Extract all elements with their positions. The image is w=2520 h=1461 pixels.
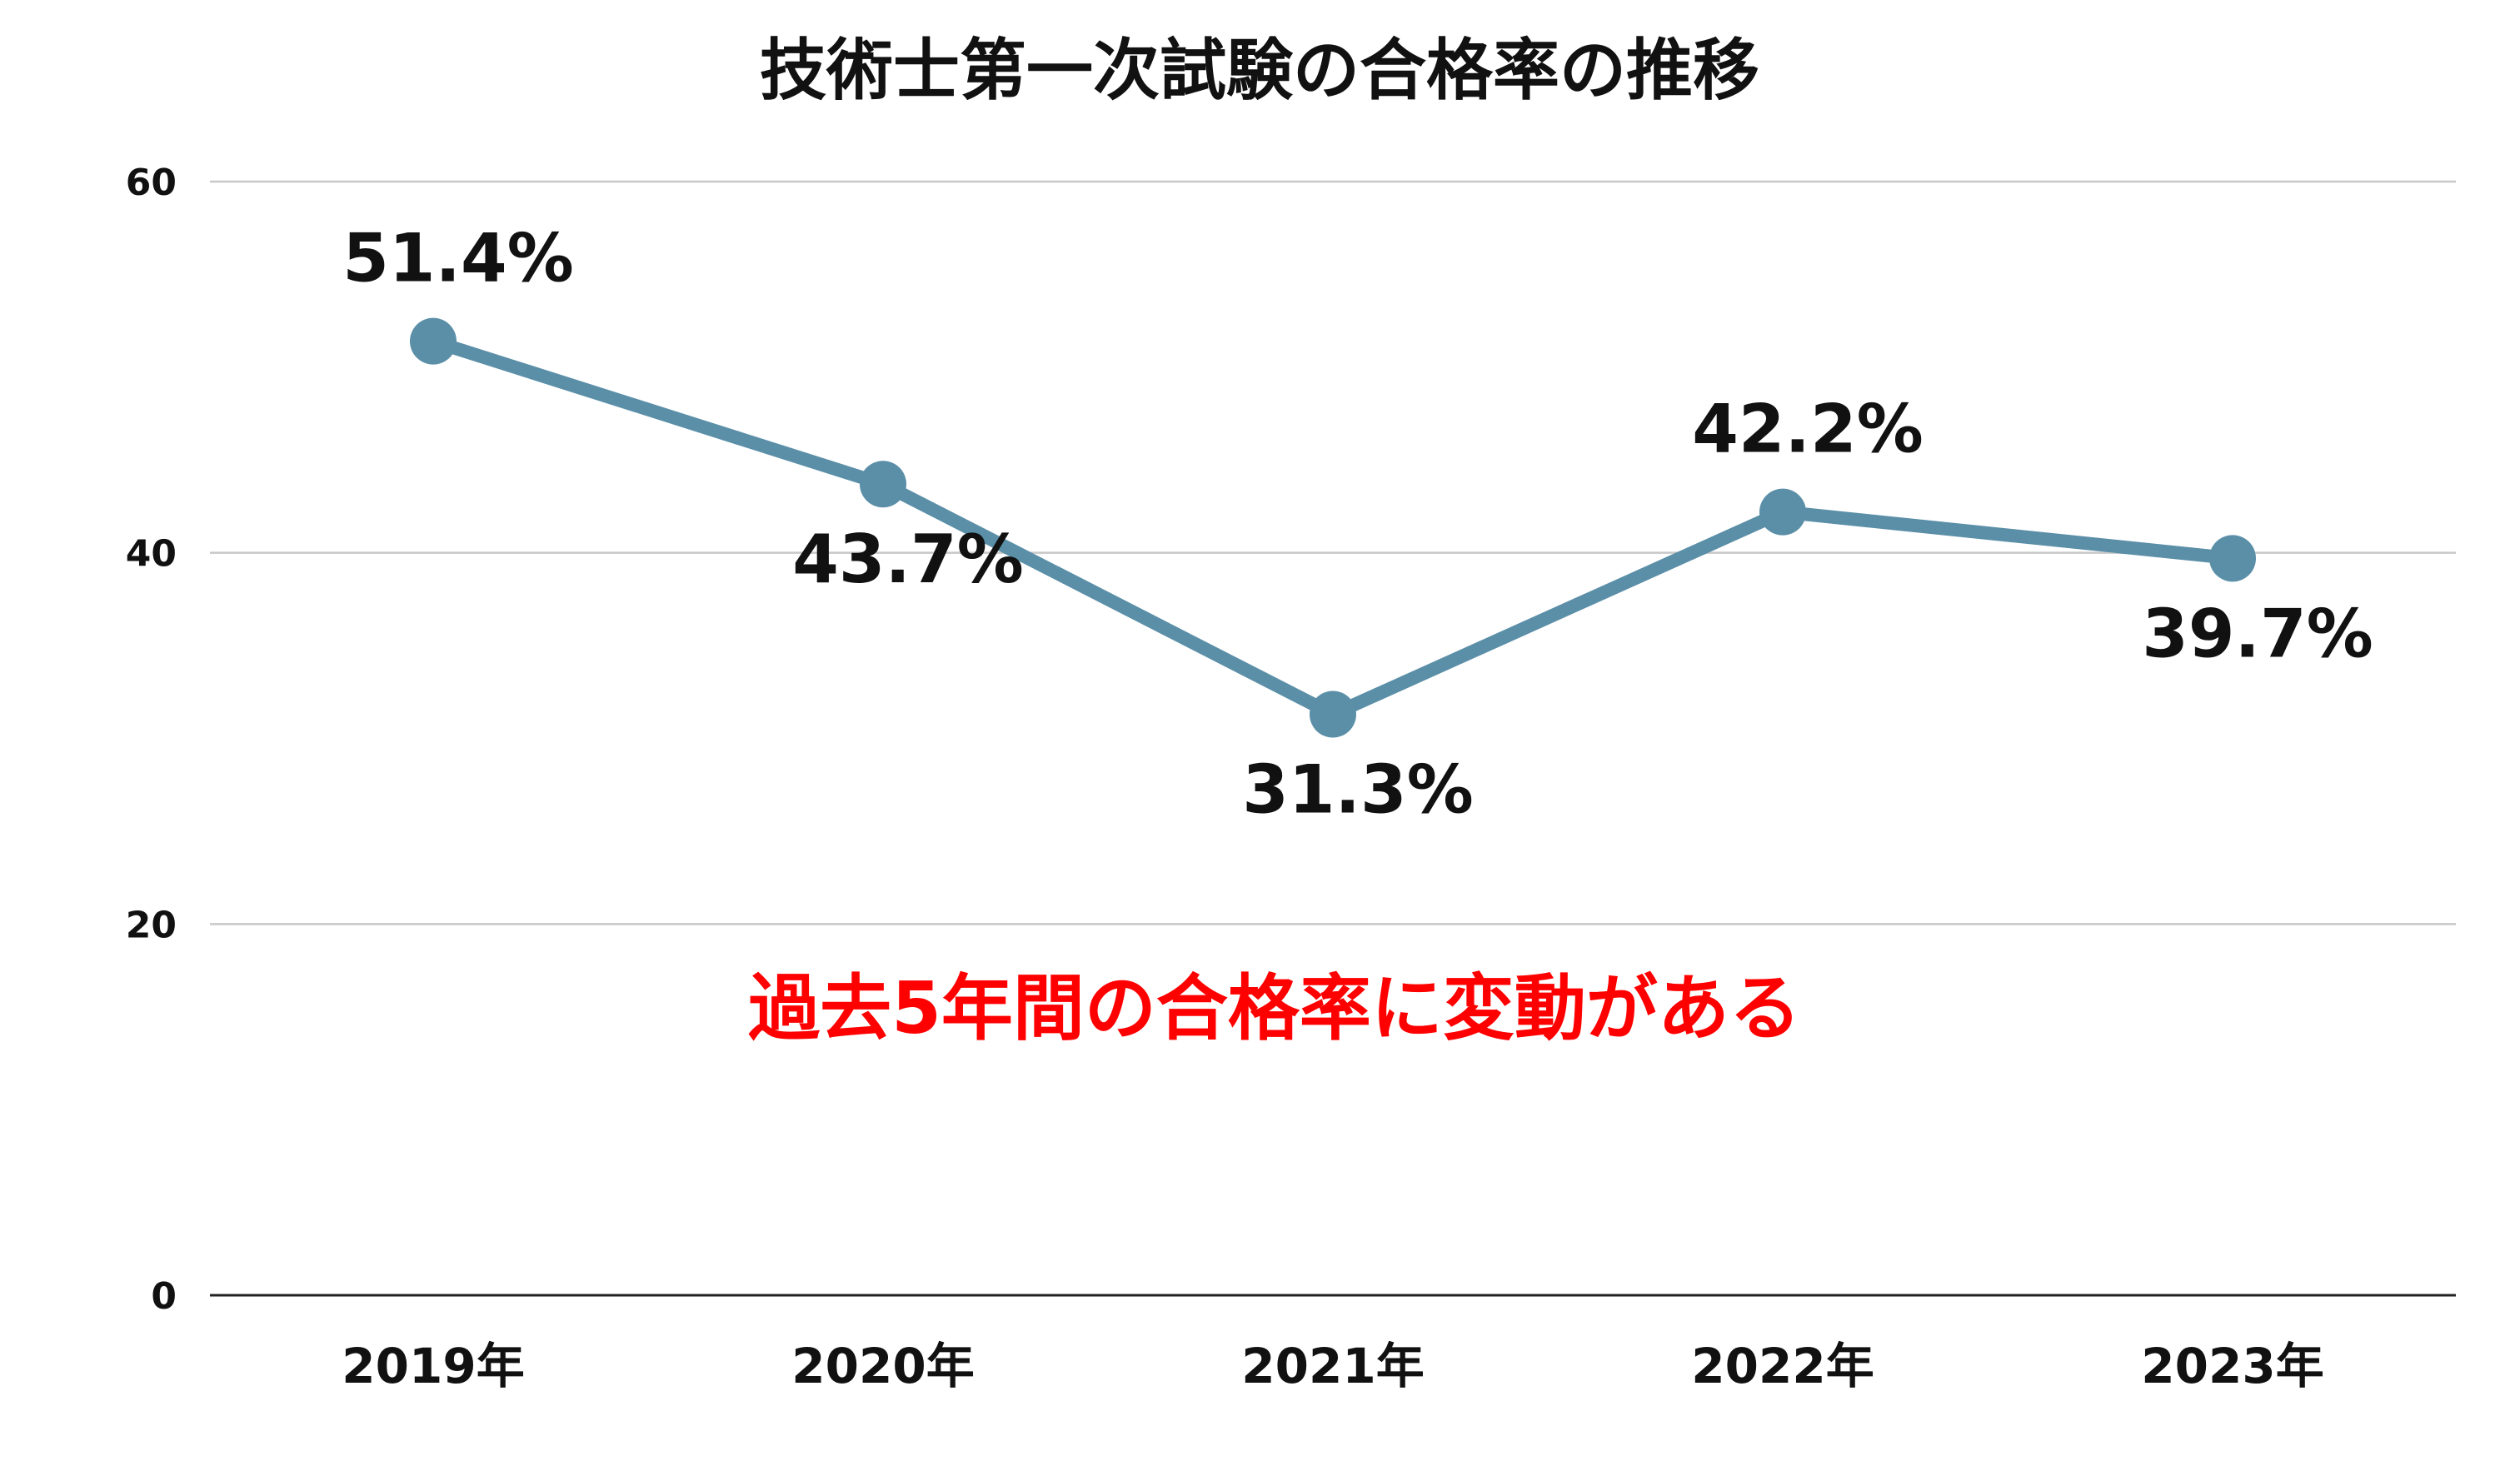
data-label: 43.7%: [792, 521, 1024, 598]
series-path: [427, 334, 2239, 721]
data-point: [410, 317, 457, 365]
chart-title: 技術士第一次試験の合格率の推移: [760, 32, 1759, 109]
data-label: 42.2%: [1692, 391, 1924, 468]
x-tick-label: 2019年: [342, 1338, 524, 1394]
grid-lines: [210, 180, 2456, 1297]
x-tick-label: 2023年: [2141, 1338, 2323, 1394]
y-tick-label: 0: [151, 1275, 177, 1318]
x-tick-label: 2022年: [1691, 1338, 1874, 1394]
data-label: 39.7%: [2142, 595, 2373, 672]
x-axis-ticks: 2019年 2020年 2021年 2022年 2023年: [342, 1338, 2323, 1394]
annotation-text: 過去5年間の合格率に変動がある: [748, 967, 1801, 1050]
data-labels: 51.4% 43.7% 31.3% 42.2% 39.7%: [342, 220, 2373, 829]
x-tick-label: 2021年: [1241, 1338, 1424, 1394]
data-point: [860, 461, 906, 508]
data-point: [2209, 535, 2256, 582]
y-axis-ticks: 0 20 40 60: [126, 162, 177, 1318]
data-point: [1759, 488, 1806, 536]
data-label: 51.4%: [342, 220, 574, 297]
data-label: 31.3%: [1242, 751, 1474, 829]
y-tick-label: 60: [126, 162, 177, 204]
series-line: [427, 334, 2239, 721]
y-tick-label: 40: [126, 533, 177, 576]
data-point: [1310, 691, 1356, 738]
data-points: [410, 317, 2256, 738]
y-tick-label: 20: [126, 904, 177, 946]
x-tick-label: 2020年: [791, 1338, 974, 1394]
